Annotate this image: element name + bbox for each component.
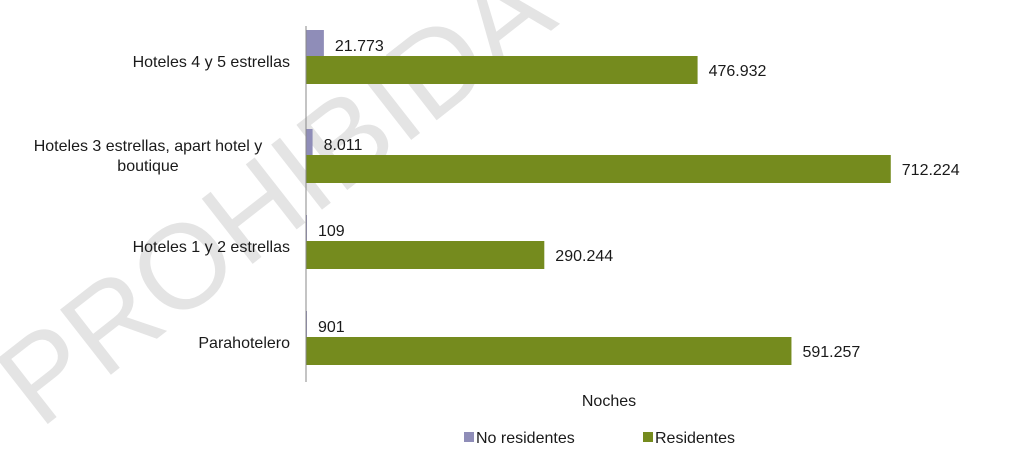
bar-residentes	[306, 337, 792, 365]
data-label: 109	[318, 223, 345, 240]
data-label: 901	[318, 319, 345, 336]
category-label: Parahotelero	[198, 335, 290, 352]
bar-residentes	[306, 56, 698, 84]
category-label: Hoteles 4 y 5 estrellas	[133, 54, 290, 71]
data-label: 290.244	[555, 248, 613, 265]
category-label: Hoteles 3 estrellas, apart hotel y boutiq…	[34, 138, 263, 175]
legend-label: No residentes	[476, 430, 575, 447]
legend: No residentes Residentes	[464, 430, 735, 447]
legend-label: Residentes	[655, 430, 735, 447]
bar-no-residentes	[306, 30, 324, 60]
x-axis-title: Noches	[582, 393, 636, 410]
data-label: 712.224	[902, 162, 960, 179]
legend-swatch	[643, 432, 653, 442]
bar-residentes	[306, 241, 545, 269]
legend-swatch	[464, 432, 474, 442]
value-labels: 21.773 8.011 109 901 476.932 712.224 290.244 59…	[318, 38, 960, 361]
data-label: 476.932	[709, 63, 767, 80]
data-label: 591.257	[802, 344, 860, 361]
category-label: Hoteles 1 y 2 estrellas	[133, 239, 290, 256]
bars	[306, 30, 891, 365]
data-label: 21.773	[335, 38, 384, 55]
data-label: 8.011	[324, 137, 363, 154]
bar-residentes	[306, 155, 891, 183]
category-labels: Hoteles 4 y 5 estrellas Hoteles 3 estrell…	[34, 54, 290, 352]
bar-no-residentes	[306, 129, 313, 159]
